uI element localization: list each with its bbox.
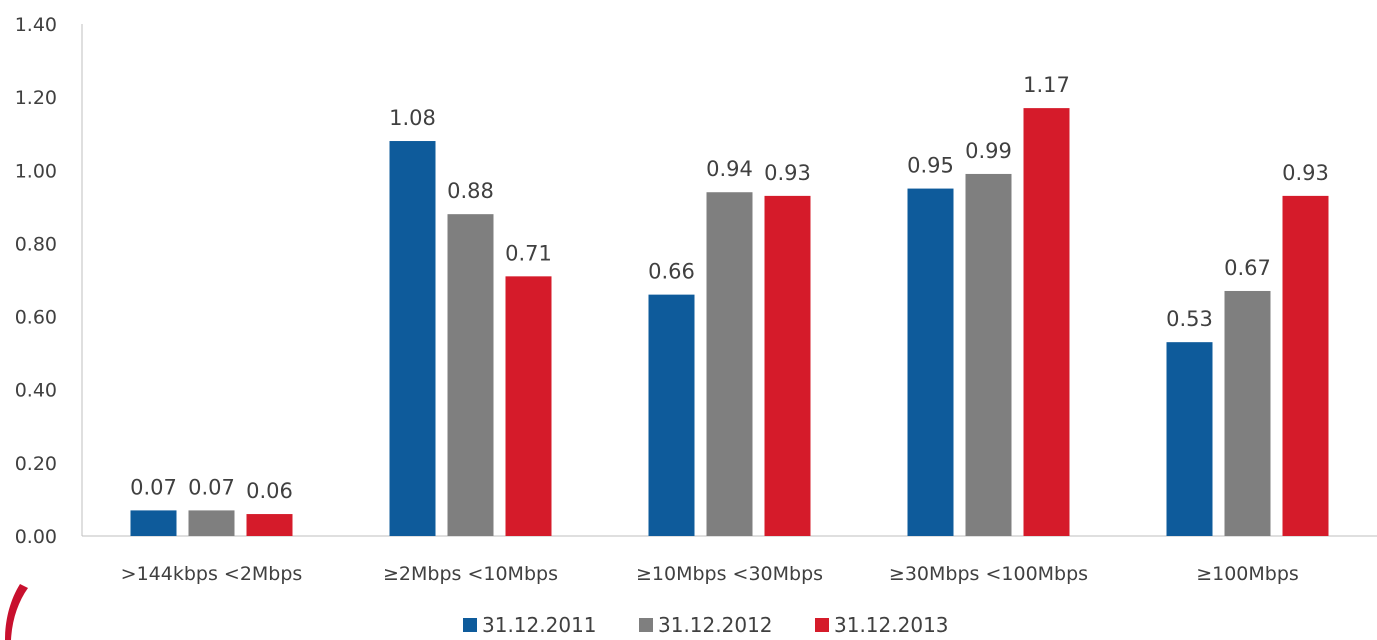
bar xyxy=(907,188,954,537)
data-label: 0.07 xyxy=(130,475,177,499)
data-label: 0.66 xyxy=(648,260,695,284)
bar xyxy=(764,195,811,536)
legend-label: 31.12.2011 xyxy=(482,613,597,637)
bar xyxy=(648,294,695,536)
legend-swatch xyxy=(639,618,653,632)
y-axis: 0.00 0.20 0.40 0.60 0.80 1.00 1.20 1.40 xyxy=(15,14,83,548)
bar xyxy=(130,510,177,536)
data-label: 0.95 xyxy=(907,154,954,178)
data-label: 0.88 xyxy=(447,179,494,203)
y-tick-label: 0.60 xyxy=(15,307,57,329)
legend: 31.12.2011 31.12.2012 31.12.2013 xyxy=(463,613,949,637)
data-label: 0.94 xyxy=(706,157,753,181)
x-tick-label: ≥10Mbps <30Mbps xyxy=(636,563,823,585)
data-label: 1.08 xyxy=(389,106,436,130)
bar xyxy=(1224,290,1271,536)
y-tick-label: 0.40 xyxy=(15,380,57,402)
data-label: 0.06 xyxy=(246,479,293,503)
data-label: 0.53 xyxy=(1166,307,1213,331)
bar xyxy=(447,214,494,536)
data-label: 0.67 xyxy=(1224,256,1271,280)
bar xyxy=(246,514,293,536)
y-tick-label: 1.40 xyxy=(15,14,57,36)
bar xyxy=(1023,108,1070,536)
bar xyxy=(1282,195,1329,536)
bar xyxy=(389,141,436,536)
data-label: 0.99 xyxy=(965,139,1012,163)
y-tick-label: 0.20 xyxy=(15,453,57,475)
bar xyxy=(188,510,235,536)
y-tick-label: 0.80 xyxy=(15,233,57,255)
data-label: 0.93 xyxy=(764,161,811,185)
legend-label: 31.12.2012 xyxy=(658,613,773,637)
bar xyxy=(706,192,753,536)
bar xyxy=(505,276,552,536)
data-labels-group: 0.07 0.07 0.06 1.08 0.88 0.71 0.66 0.94 0.93 0.95… xyxy=(130,73,1329,503)
logo-swoosh-mark xyxy=(5,584,28,640)
x-tick-label: ≥100Mbps xyxy=(1196,563,1299,585)
legend-label: 31.12.2013 xyxy=(834,613,949,637)
y-tick-label: 1.20 xyxy=(15,87,57,109)
x-tick-label: ≥30Mbps <100Mbps xyxy=(889,563,1088,585)
x-tick-label: >144kbps <2Mbps xyxy=(121,563,303,585)
bar xyxy=(1166,342,1213,536)
legend-swatch xyxy=(815,618,829,632)
bar xyxy=(965,173,1012,536)
x-tick-label: ≥2Mbps <10Mbps xyxy=(383,563,558,585)
data-label: 0.93 xyxy=(1282,161,1329,185)
y-tick-label: 1.00 xyxy=(15,160,57,182)
data-label: 1.17 xyxy=(1023,73,1070,97)
y-tick-label: 0.00 xyxy=(15,526,57,548)
legend-swatch xyxy=(463,618,477,632)
data-label: 0.07 xyxy=(188,475,235,499)
x-axis: >144kbps <2Mbps ≥2Mbps <10Mbps ≥10Mbps <30… xyxy=(82,535,1377,585)
data-label: 0.71 xyxy=(505,241,552,265)
bar-series-group xyxy=(130,108,1329,537)
